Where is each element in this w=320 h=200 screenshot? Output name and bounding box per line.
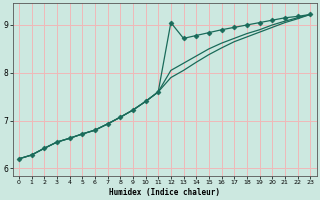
X-axis label: Humidex (Indice chaleur): Humidex (Indice chaleur) (109, 188, 220, 197)
